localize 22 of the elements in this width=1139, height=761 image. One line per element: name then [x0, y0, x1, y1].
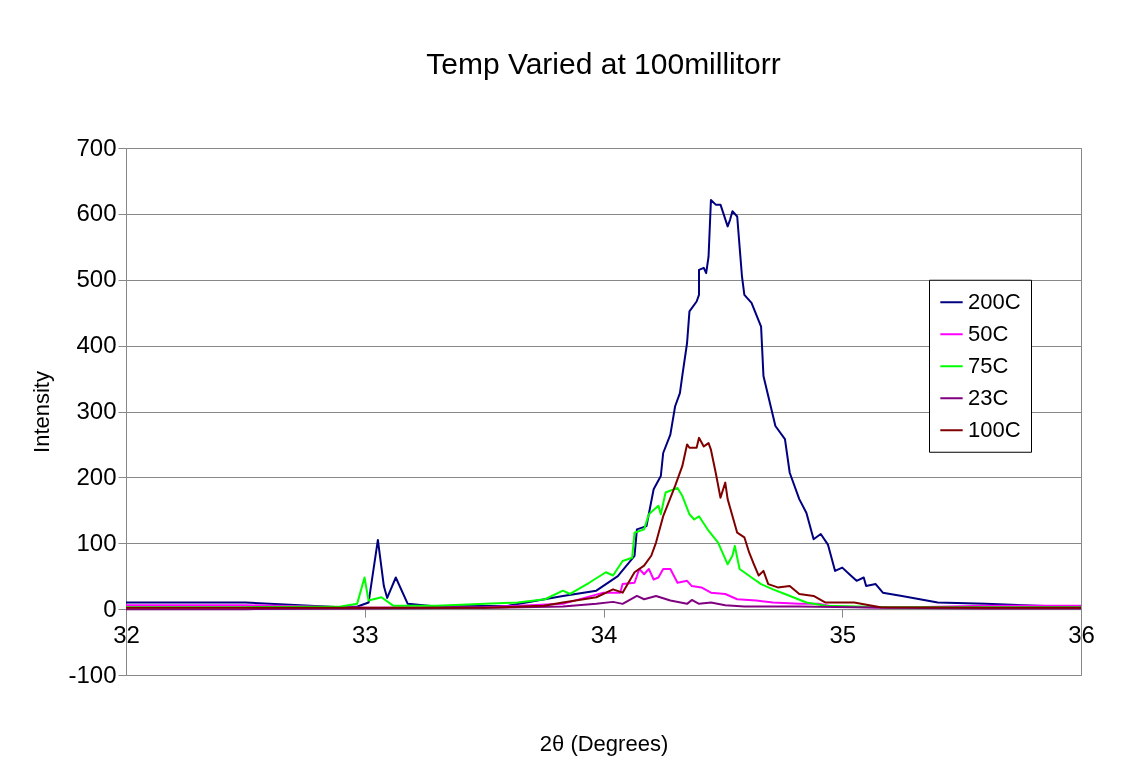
x-tick-label: 35: [829, 620, 857, 648]
y-tick-label: -100: [68, 660, 117, 688]
y-tick-label: 600: [76, 199, 117, 227]
y-tick-label: 0: [103, 594, 117, 622]
y-tick-label: 500: [76, 265, 117, 293]
y-tick-label: 200: [76, 462, 117, 490]
legend-label: 200C: [968, 289, 1021, 315]
y-axis-title: Intensity: [29, 371, 55, 453]
y-tick-label: 300: [76, 397, 117, 424]
y-tick-label: 400: [76, 331, 117, 359]
legend-label: 23C: [968, 385, 1009, 411]
legend-label: 100C: [968, 417, 1021, 443]
x-tick-label: 36: [1068, 620, 1095, 648]
y-tick-label: 700: [76, 133, 117, 161]
x-axis-title: 2θ (Degrees): [539, 730, 669, 756]
legend-label: 50C: [968, 321, 1009, 347]
y-tick-label: 100: [76, 528, 117, 556]
legend-label: 75C: [968, 353, 1009, 379]
x-tick-label: 34: [590, 620, 618, 648]
x-tick-label: 33: [351, 620, 379, 648]
chart-title: Temp Varied at 100millitorr: [426, 47, 781, 80]
x-tick-label: 32: [113, 620, 140, 648]
